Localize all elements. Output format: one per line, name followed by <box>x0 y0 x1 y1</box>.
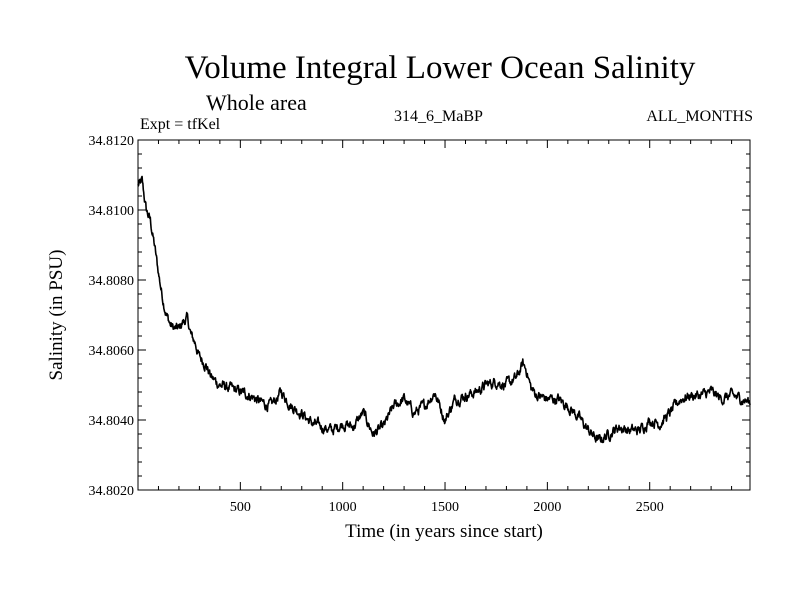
y-tick-label: 34.8020 <box>89 484 135 499</box>
plot-frame <box>137 139 751 491</box>
x-tick-label: 1500 <box>431 500 459 515</box>
x-tick-label: 2000 <box>533 500 561 515</box>
axis-ticks <box>138 140 750 490</box>
tick-labels: 500 1000 1500 2000 2500 34.8020 34.8040 34.8060… <box>89 134 664 515</box>
y-tick-label: 34.8120 <box>89 134 135 149</box>
x-tick-label: 1000 <box>329 500 357 515</box>
y-tick-label: 34.8080 <box>89 274 135 289</box>
months-label: ALL_MONTHS <box>646 108 753 125</box>
y-tick-label: 34.8100 <box>89 204 135 219</box>
x-tick-label: 500 <box>230 500 251 515</box>
experiment-label: Expt = tfKel <box>140 116 221 133</box>
chart-title: Volume Integral Lower Ocean Salinity <box>184 50 696 86</box>
salinity-series-line <box>137 175 751 444</box>
run-label: 314_6_MaBP <box>394 108 483 125</box>
x-tick-label: 2500 <box>636 500 664 515</box>
y-axis-label: Salinity (in PSU) <box>46 250 67 381</box>
y-tick-label: 34.8060 <box>89 344 135 359</box>
y-tick-label: 34.8040 <box>89 414 135 429</box>
chart-subtitle: Whole area <box>206 90 307 115</box>
x-axis-label: Time (in years since start) <box>345 521 543 542</box>
